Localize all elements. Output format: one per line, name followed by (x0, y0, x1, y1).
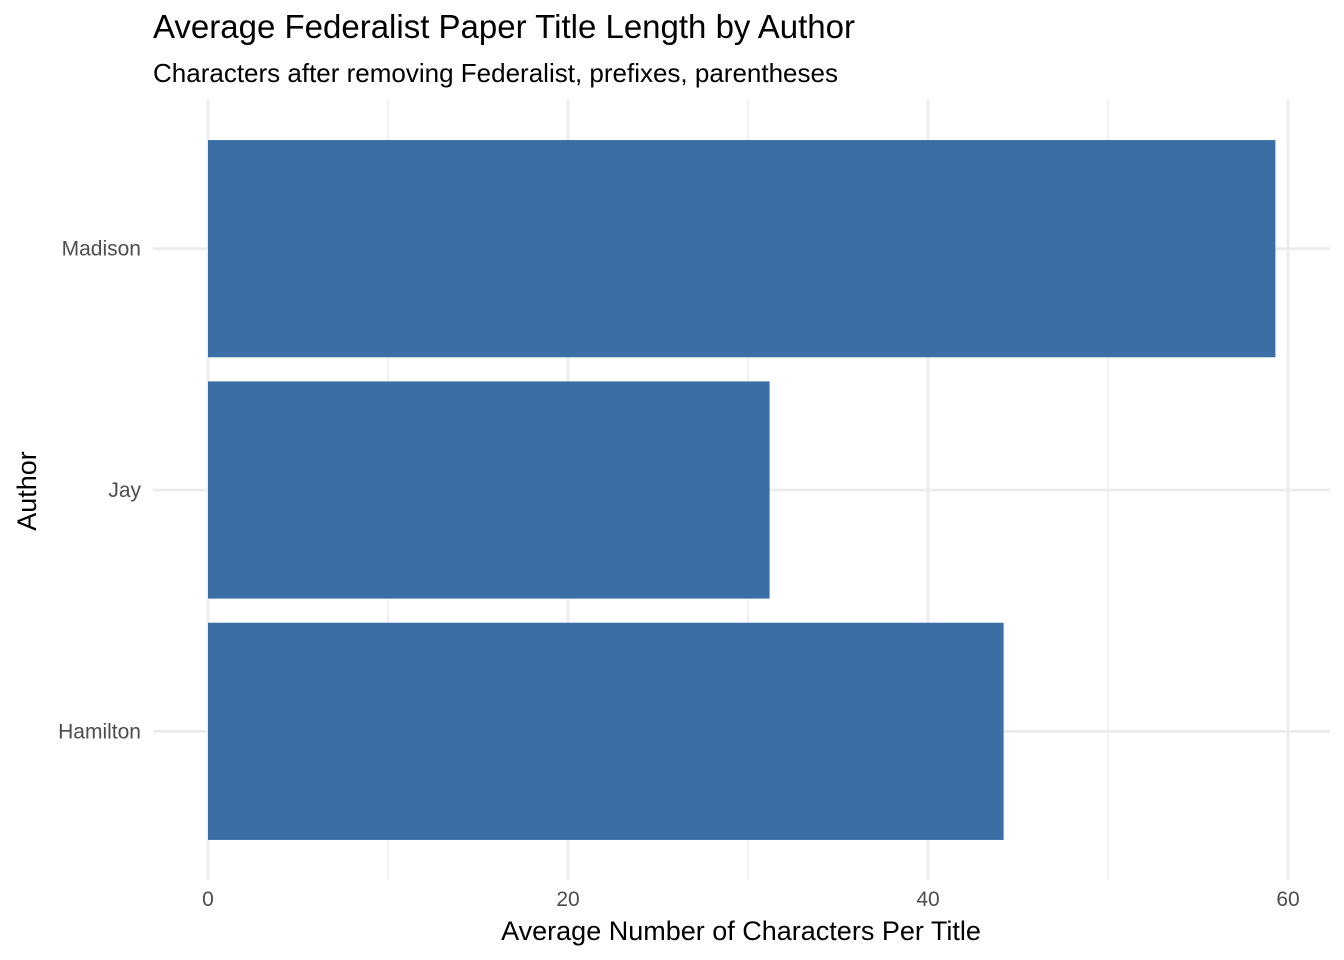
bar-jay (208, 381, 770, 599)
x-tick-label: 0 (202, 888, 214, 911)
y-tick-label: Hamilton (58, 720, 141, 743)
bar-madison (208, 140, 1276, 358)
x-tick-label: 20 (556, 888, 579, 911)
y-tick-label: Madison (62, 238, 141, 261)
chart-subtitle: Characters after removing Federalist, pr… (153, 58, 838, 88)
x-axis-title: Average Number of Characters Per Title (501, 916, 981, 946)
bar-hamilton (208, 622, 1004, 840)
tick-labels-layer: Hamilton Jay Madison 0 20 40 60 (58, 238, 1300, 911)
x-tick-label: 40 (916, 888, 939, 911)
chart-title: Average Federalist Paper Title Length by… (153, 8, 855, 45)
y-tick-label: Jay (108, 479, 141, 502)
bars-layer (208, 140, 1276, 840)
y-axis-title: Author (12, 451, 42, 531)
x-tick-label: 60 (1276, 888, 1299, 911)
